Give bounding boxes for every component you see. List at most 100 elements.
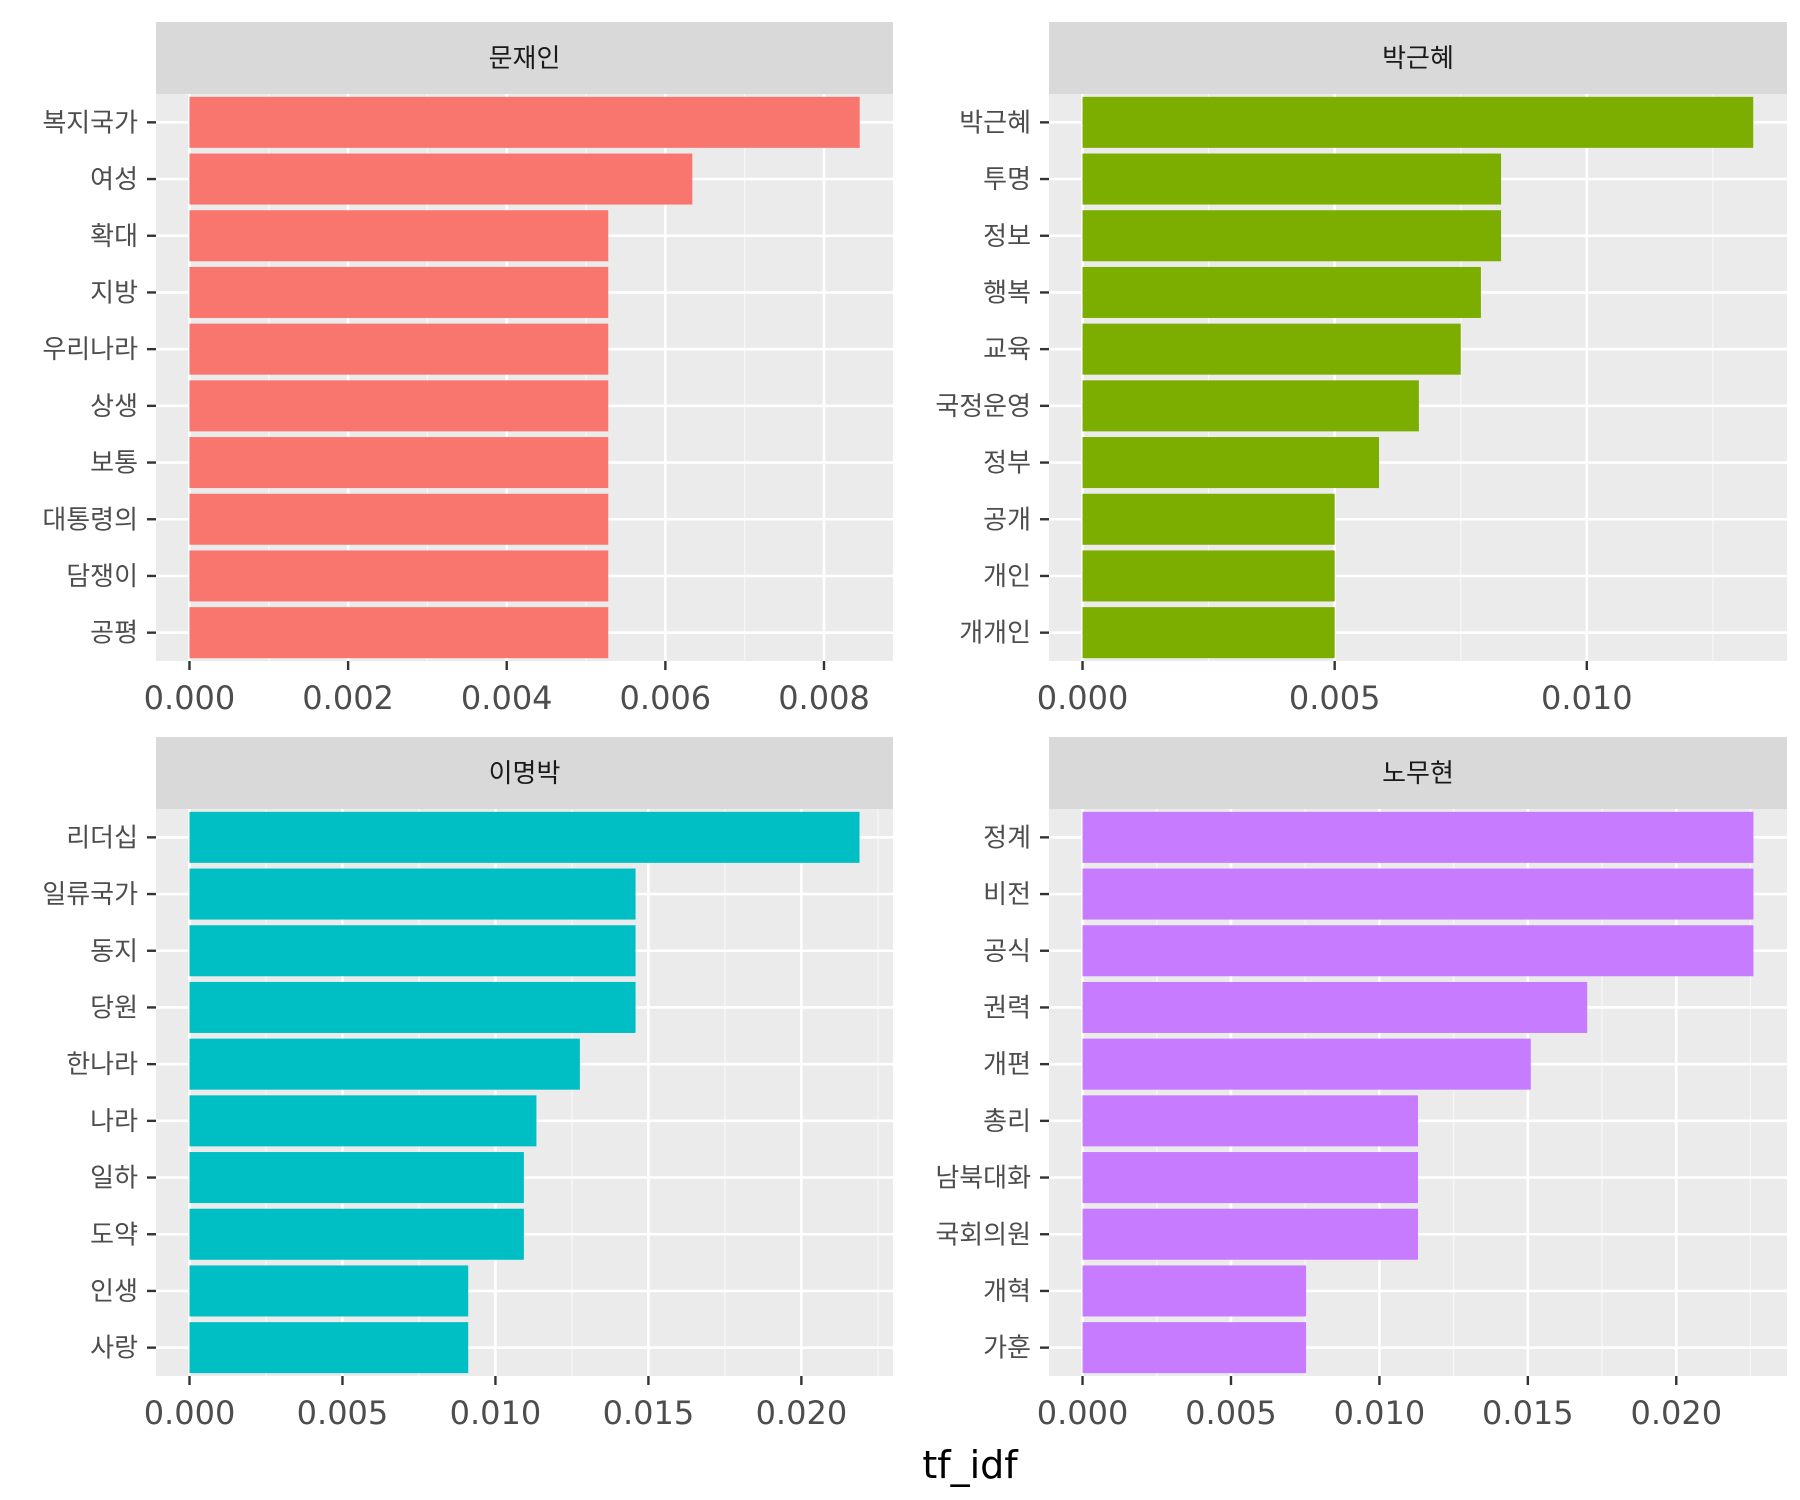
category-label: 정부 bbox=[983, 449, 1031, 479]
x-tick-label: 0.015 bbox=[603, 1394, 695, 1432]
x-tick-label: 0.000 bbox=[144, 679, 236, 717]
category-label: 상생 bbox=[90, 392, 138, 422]
facet-strip bbox=[156, 22, 893, 94]
category-label: 정보 bbox=[983, 222, 1031, 252]
bar bbox=[1082, 210, 1502, 262]
category-label: 공식 bbox=[983, 937, 1031, 967]
x-tick-label: 0.006 bbox=[620, 679, 712, 717]
category-label: 우리나라 bbox=[42, 335, 138, 365]
category-label: 공개 bbox=[983, 505, 1031, 535]
bar bbox=[1082, 266, 1481, 318]
category-label: 나라 bbox=[90, 1107, 138, 1137]
bar bbox=[189, 925, 636, 977]
category-label: 총리 bbox=[983, 1107, 1031, 1137]
bar bbox=[1082, 1322, 1307, 1374]
category-label: 투명 bbox=[983, 165, 1031, 195]
facet-title: 문재인 bbox=[489, 44, 561, 74]
category-label: 보통 bbox=[90, 449, 138, 479]
bar bbox=[189, 550, 609, 602]
category-label: 남북대화 bbox=[935, 1164, 1031, 1194]
bar bbox=[189, 607, 609, 659]
bar bbox=[1082, 1152, 1418, 1204]
bar bbox=[1082, 437, 1380, 489]
bar bbox=[189, 323, 609, 375]
category-label: 비전 bbox=[983, 880, 1031, 910]
category-label: 여성 bbox=[90, 165, 138, 195]
bar bbox=[189, 266, 609, 318]
category-label: 한나라 bbox=[66, 1050, 138, 1080]
category-label: 박근혜 bbox=[959, 108, 1031, 138]
facet-strip bbox=[1049, 22, 1787, 94]
x-tick-label: 0.015 bbox=[1482, 1394, 1574, 1432]
category-label: 국정운영 bbox=[935, 392, 1031, 422]
bar bbox=[1082, 323, 1461, 375]
category-label: 국회의원 bbox=[935, 1220, 1031, 1250]
bar bbox=[189, 1208, 524, 1260]
bar bbox=[1082, 96, 1754, 148]
category-label: 담쟁이 bbox=[66, 562, 138, 592]
bar bbox=[189, 811, 860, 863]
facet-title: 노무현 bbox=[1382, 759, 1454, 789]
category-label: 행복 bbox=[983, 278, 1031, 308]
x-tick-label: 0.002 bbox=[302, 679, 394, 717]
category-label: 복지국가 bbox=[42, 108, 138, 138]
x-tick-label: 0.005 bbox=[297, 1394, 389, 1432]
bar bbox=[189, 210, 609, 262]
bar bbox=[189, 868, 636, 920]
x-tick-label: 0.020 bbox=[1630, 1394, 1722, 1432]
facet-strip bbox=[156, 737, 893, 809]
category-label: 개혁 bbox=[983, 1277, 1031, 1307]
bar bbox=[189, 153, 693, 205]
bar bbox=[1082, 868, 1754, 920]
facet-title: 박근혜 bbox=[1382, 44, 1454, 74]
bar bbox=[1082, 1265, 1307, 1317]
bar bbox=[189, 1095, 537, 1147]
category-label: 동지 bbox=[90, 937, 138, 967]
bar bbox=[189, 1152, 524, 1204]
bar bbox=[189, 437, 609, 489]
category-label: 리더십 bbox=[66, 823, 138, 853]
bar bbox=[1082, 607, 1335, 659]
x-tick-label: 0.005 bbox=[1289, 679, 1381, 717]
bar bbox=[1082, 153, 1502, 205]
bar bbox=[189, 1322, 469, 1374]
bar bbox=[1082, 1038, 1531, 1090]
bar bbox=[189, 380, 609, 432]
facet-strip bbox=[1049, 737, 1787, 809]
category-label: 일하 bbox=[90, 1164, 138, 1194]
facet-title: 이명박 bbox=[489, 759, 561, 789]
bar bbox=[1082, 981, 1588, 1033]
x-tick-label: 0.010 bbox=[450, 1394, 542, 1432]
x-tick-label: 0.020 bbox=[756, 1394, 848, 1432]
category-label: 당원 bbox=[90, 993, 138, 1023]
category-label: 도약 bbox=[90, 1220, 138, 1250]
bar bbox=[189, 493, 609, 545]
category-label: 대통령의 bbox=[42, 505, 138, 535]
x-tick-label: 0.010 bbox=[1334, 1394, 1426, 1432]
category-label: 인생 bbox=[90, 1277, 138, 1307]
x-tick-label: 0.004 bbox=[461, 679, 553, 717]
bar bbox=[1082, 811, 1754, 863]
category-label: 사랑 bbox=[90, 1334, 138, 1364]
category-label: 정계 bbox=[983, 823, 1031, 853]
x-tick-label: 0.005 bbox=[1185, 1394, 1277, 1432]
x-tick-label: 0.008 bbox=[778, 679, 870, 717]
bar bbox=[1082, 1208, 1418, 1260]
category-label: 권력 bbox=[983, 993, 1031, 1023]
category-label: 개인 bbox=[983, 562, 1031, 592]
x-tick-label: 0.000 bbox=[1037, 679, 1129, 717]
bar bbox=[189, 96, 860, 148]
bar bbox=[1082, 1095, 1418, 1147]
x-tick-label: 0.000 bbox=[144, 1394, 236, 1432]
bar bbox=[189, 981, 636, 1033]
category-label: 지방 bbox=[90, 278, 138, 308]
bar bbox=[1082, 550, 1335, 602]
category-label: 교육 bbox=[983, 335, 1031, 365]
bar bbox=[1082, 493, 1335, 545]
category-label: 개개인 bbox=[959, 619, 1031, 649]
